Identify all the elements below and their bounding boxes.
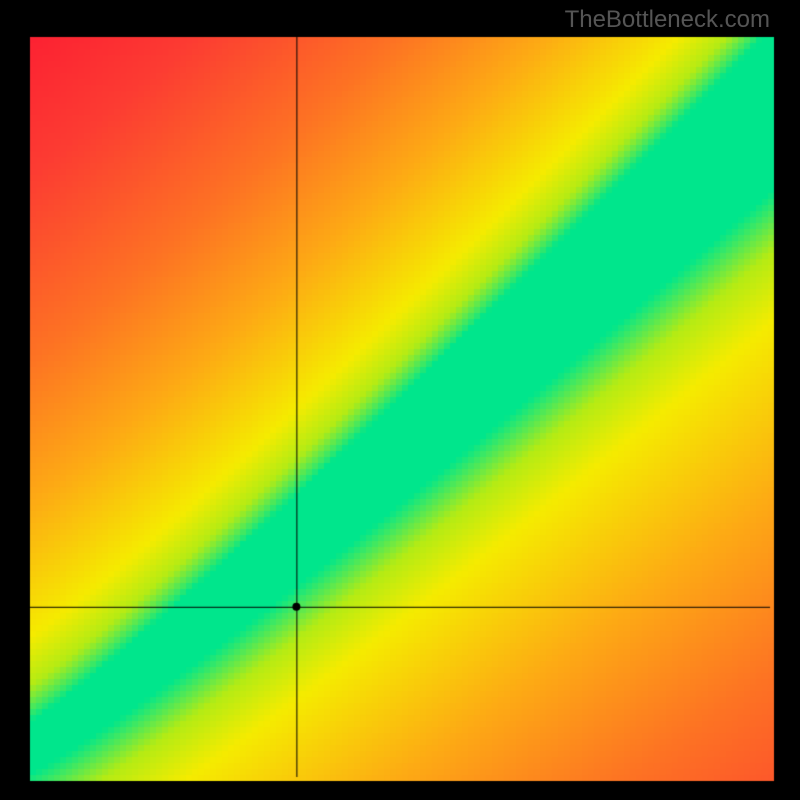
chart-root: TheBottleneck.com [0,0,800,800]
watermark-text: TheBottleneck.com [565,6,770,34]
bottleneck-heatmap [0,0,800,800]
